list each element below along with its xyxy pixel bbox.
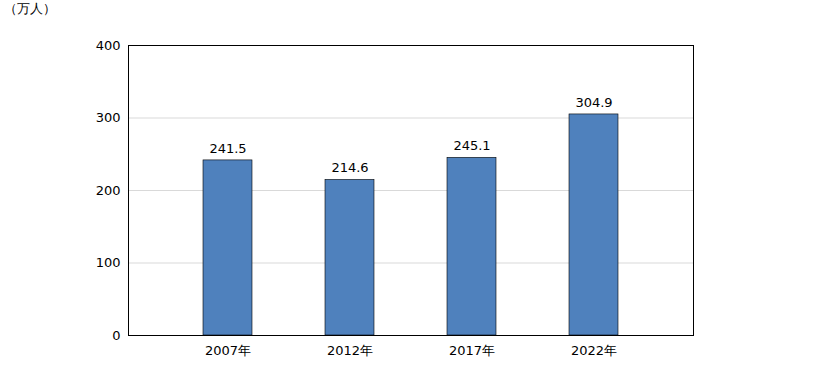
- svg-text:2022年: 2022年: [571, 343, 617, 358]
- svg-text:200: 200: [96, 183, 121, 198]
- svg-text:304.9: 304.9: [575, 95, 612, 110]
- svg-text:2017年: 2017年: [449, 343, 495, 358]
- svg-text:245.1: 245.1: [453, 138, 490, 153]
- svg-text:0: 0: [112, 328, 120, 343]
- svg-text:（万人）: （万人）: [4, 1, 56, 16]
- svg-text:100: 100: [96, 255, 121, 270]
- svg-text:300: 300: [96, 110, 121, 125]
- svg-text:214.6: 214.6: [331, 160, 368, 175]
- svg-text:241.5: 241.5: [209, 141, 246, 156]
- svg-text:400: 400: [96, 38, 121, 53]
- svg-text:2012年: 2012年: [327, 343, 373, 358]
- svg-text:2007年: 2007年: [205, 343, 251, 358]
